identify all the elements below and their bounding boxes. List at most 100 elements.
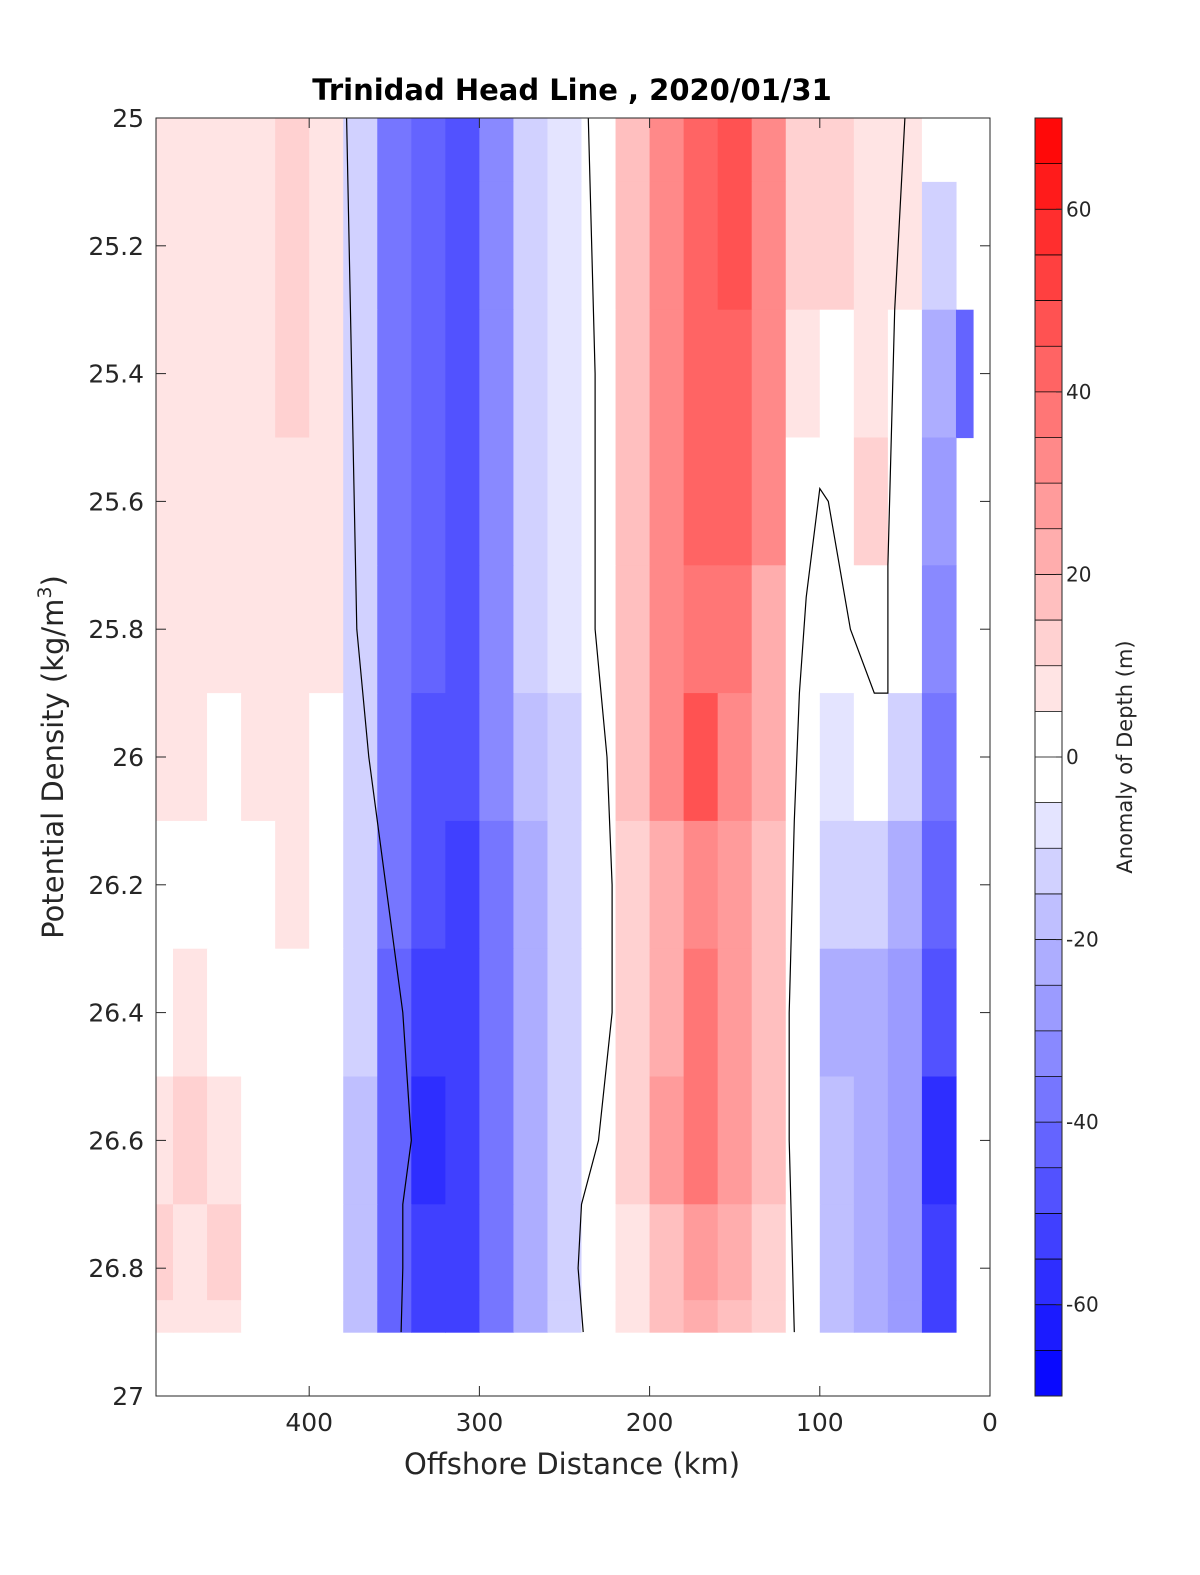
- heatmap-cell: [377, 181, 412, 311]
- heatmap-cell: [751, 565, 787, 694]
- heatmap-cell: [173, 1300, 208, 1333]
- heatmap-cell: [921, 437, 957, 566]
- heatmap-cell: [785, 309, 821, 439]
- heatmap-cell: [615, 820, 651, 950]
- heatmap-cell: [309, 565, 344, 694]
- heatmap-cell: [513, 1076, 549, 1205]
- heatmap-cell: [615, 693, 651, 822]
- heatmap-cell: [581, 948, 617, 1078]
- heatmap-cell: [785, 437, 821, 566]
- heatmap-cell: [581, 437, 617, 566]
- heatmap-cell: [173, 309, 208, 439]
- colorbar-band: [1035, 346, 1062, 392]
- heatmap-cell: [479, 437, 515, 566]
- heatmap-cell: [547, 309, 583, 439]
- heatmap-cell: [479, 118, 515, 183]
- heatmap-cell: [683, 565, 719, 694]
- heatmap-cell: [479, 1300, 515, 1333]
- heatmap-cell: [173, 1076, 208, 1205]
- heatmap-cell: [921, 1300, 957, 1333]
- heatmap-cell: [309, 181, 344, 311]
- colorbar-band: [1035, 254, 1062, 301]
- colorbar-band: [1035, 1350, 1062, 1396]
- heatmap-cell: [309, 1076, 344, 1205]
- colorbar-band: [1035, 985, 1062, 1031]
- heatmap-cell: [411, 1076, 446, 1205]
- heatmap-cell: [445, 1204, 480, 1301]
- heatmap-cell: [853, 309, 889, 439]
- heatmap-cell: [241, 1204, 276, 1301]
- heatmap-cell: [343, 1204, 378, 1301]
- heatmap-cell: [275, 181, 310, 311]
- heatmap-cell: [445, 309, 480, 439]
- heatmap-cell: [717, 1300, 753, 1333]
- colorbar-band: [1035, 118, 1062, 164]
- heatmap-cell: [445, 820, 480, 950]
- y-tick-label: 25.8: [88, 615, 144, 644]
- heatmap-cell: [445, 437, 480, 566]
- heatmap-cell: [683, 1300, 719, 1333]
- heatmap-cell: [411, 948, 446, 1078]
- heatmap-cell: [581, 1300, 617, 1333]
- heatmap-cell: [921, 565, 957, 694]
- heatmap-cell: [513, 693, 549, 822]
- heatmap-cell: [819, 437, 855, 566]
- heatmap-cell: [615, 565, 651, 694]
- heatmap-cell: [683, 948, 719, 1078]
- heatmap-cell: [377, 437, 412, 566]
- heatmap-cell: [751, 948, 787, 1078]
- heatmap-cell: [275, 437, 310, 566]
- colorbar-band: [1035, 1167, 1062, 1214]
- colorbar-band: [1035, 1030, 1062, 1077]
- heatmap-cell: [513, 565, 549, 694]
- heatmap-cell: [615, 309, 651, 439]
- heatmap-cell: [649, 1204, 685, 1301]
- heatmap-cell: [615, 1204, 651, 1301]
- heatmap-cell: [377, 565, 412, 694]
- heatmap-cell: [207, 118, 242, 183]
- heatmap-cell: [853, 118, 889, 183]
- heatmap-cell: [683, 118, 719, 183]
- heatmap-cell: [819, 693, 855, 822]
- heatmap-cell: [173, 565, 208, 694]
- heatmap-cell: [241, 948, 276, 1078]
- heatmap-cell: [275, 309, 310, 439]
- heatmap-cell: [547, 1300, 583, 1333]
- heatmap-cell: [547, 118, 583, 183]
- heatmap-cell: [649, 565, 685, 694]
- heatmap-cell: [785, 1300, 821, 1333]
- heatmap-cell: [853, 181, 889, 311]
- heatmap-cell: [615, 118, 651, 183]
- heatmap-cell: [411, 820, 446, 950]
- x-tick-label: 400: [285, 1408, 333, 1437]
- colorbar-tick-label: 20: [1066, 562, 1091, 586]
- x-tick-label: 200: [626, 1408, 674, 1437]
- heatmap-cell: [343, 948, 378, 1078]
- heatmap-cell: [411, 437, 446, 566]
- heatmap-cell: [173, 693, 208, 822]
- colorbar-bands: [1035, 118, 1062, 1397]
- x-tick-label: 0: [982, 1408, 998, 1437]
- heatmap-cell: [887, 1300, 923, 1333]
- heatmap-cell: [717, 693, 753, 822]
- heatmap-cell: [547, 1204, 583, 1301]
- colorbar-band: [1035, 1122, 1062, 1168]
- heatmap-cell: [853, 693, 889, 822]
- heatmap-cell: [275, 948, 310, 1078]
- heatmap-cell: [173, 1204, 208, 1301]
- y-axis-label: Potential Density (kg/m3): [34, 575, 70, 939]
- colorbar-band: [1035, 1213, 1062, 1260]
- heatmap-cell: [309, 820, 344, 950]
- heatmap-cell: [581, 820, 617, 950]
- heatmap-cell: [887, 693, 923, 822]
- heatmap-cell: [241, 437, 276, 566]
- heatmap-cell: [751, 1076, 787, 1205]
- y-tick-label: 26.2: [88, 871, 144, 900]
- y-tick-label: 26.4: [88, 999, 144, 1028]
- heatmap-cell: [921, 309, 957, 439]
- colorbar-tick-label: 0: [1066, 745, 1079, 769]
- colorbar-band: [1035, 391, 1062, 438]
- heatmap-cell: [717, 948, 753, 1078]
- heatmap-cell: [343, 309, 378, 439]
